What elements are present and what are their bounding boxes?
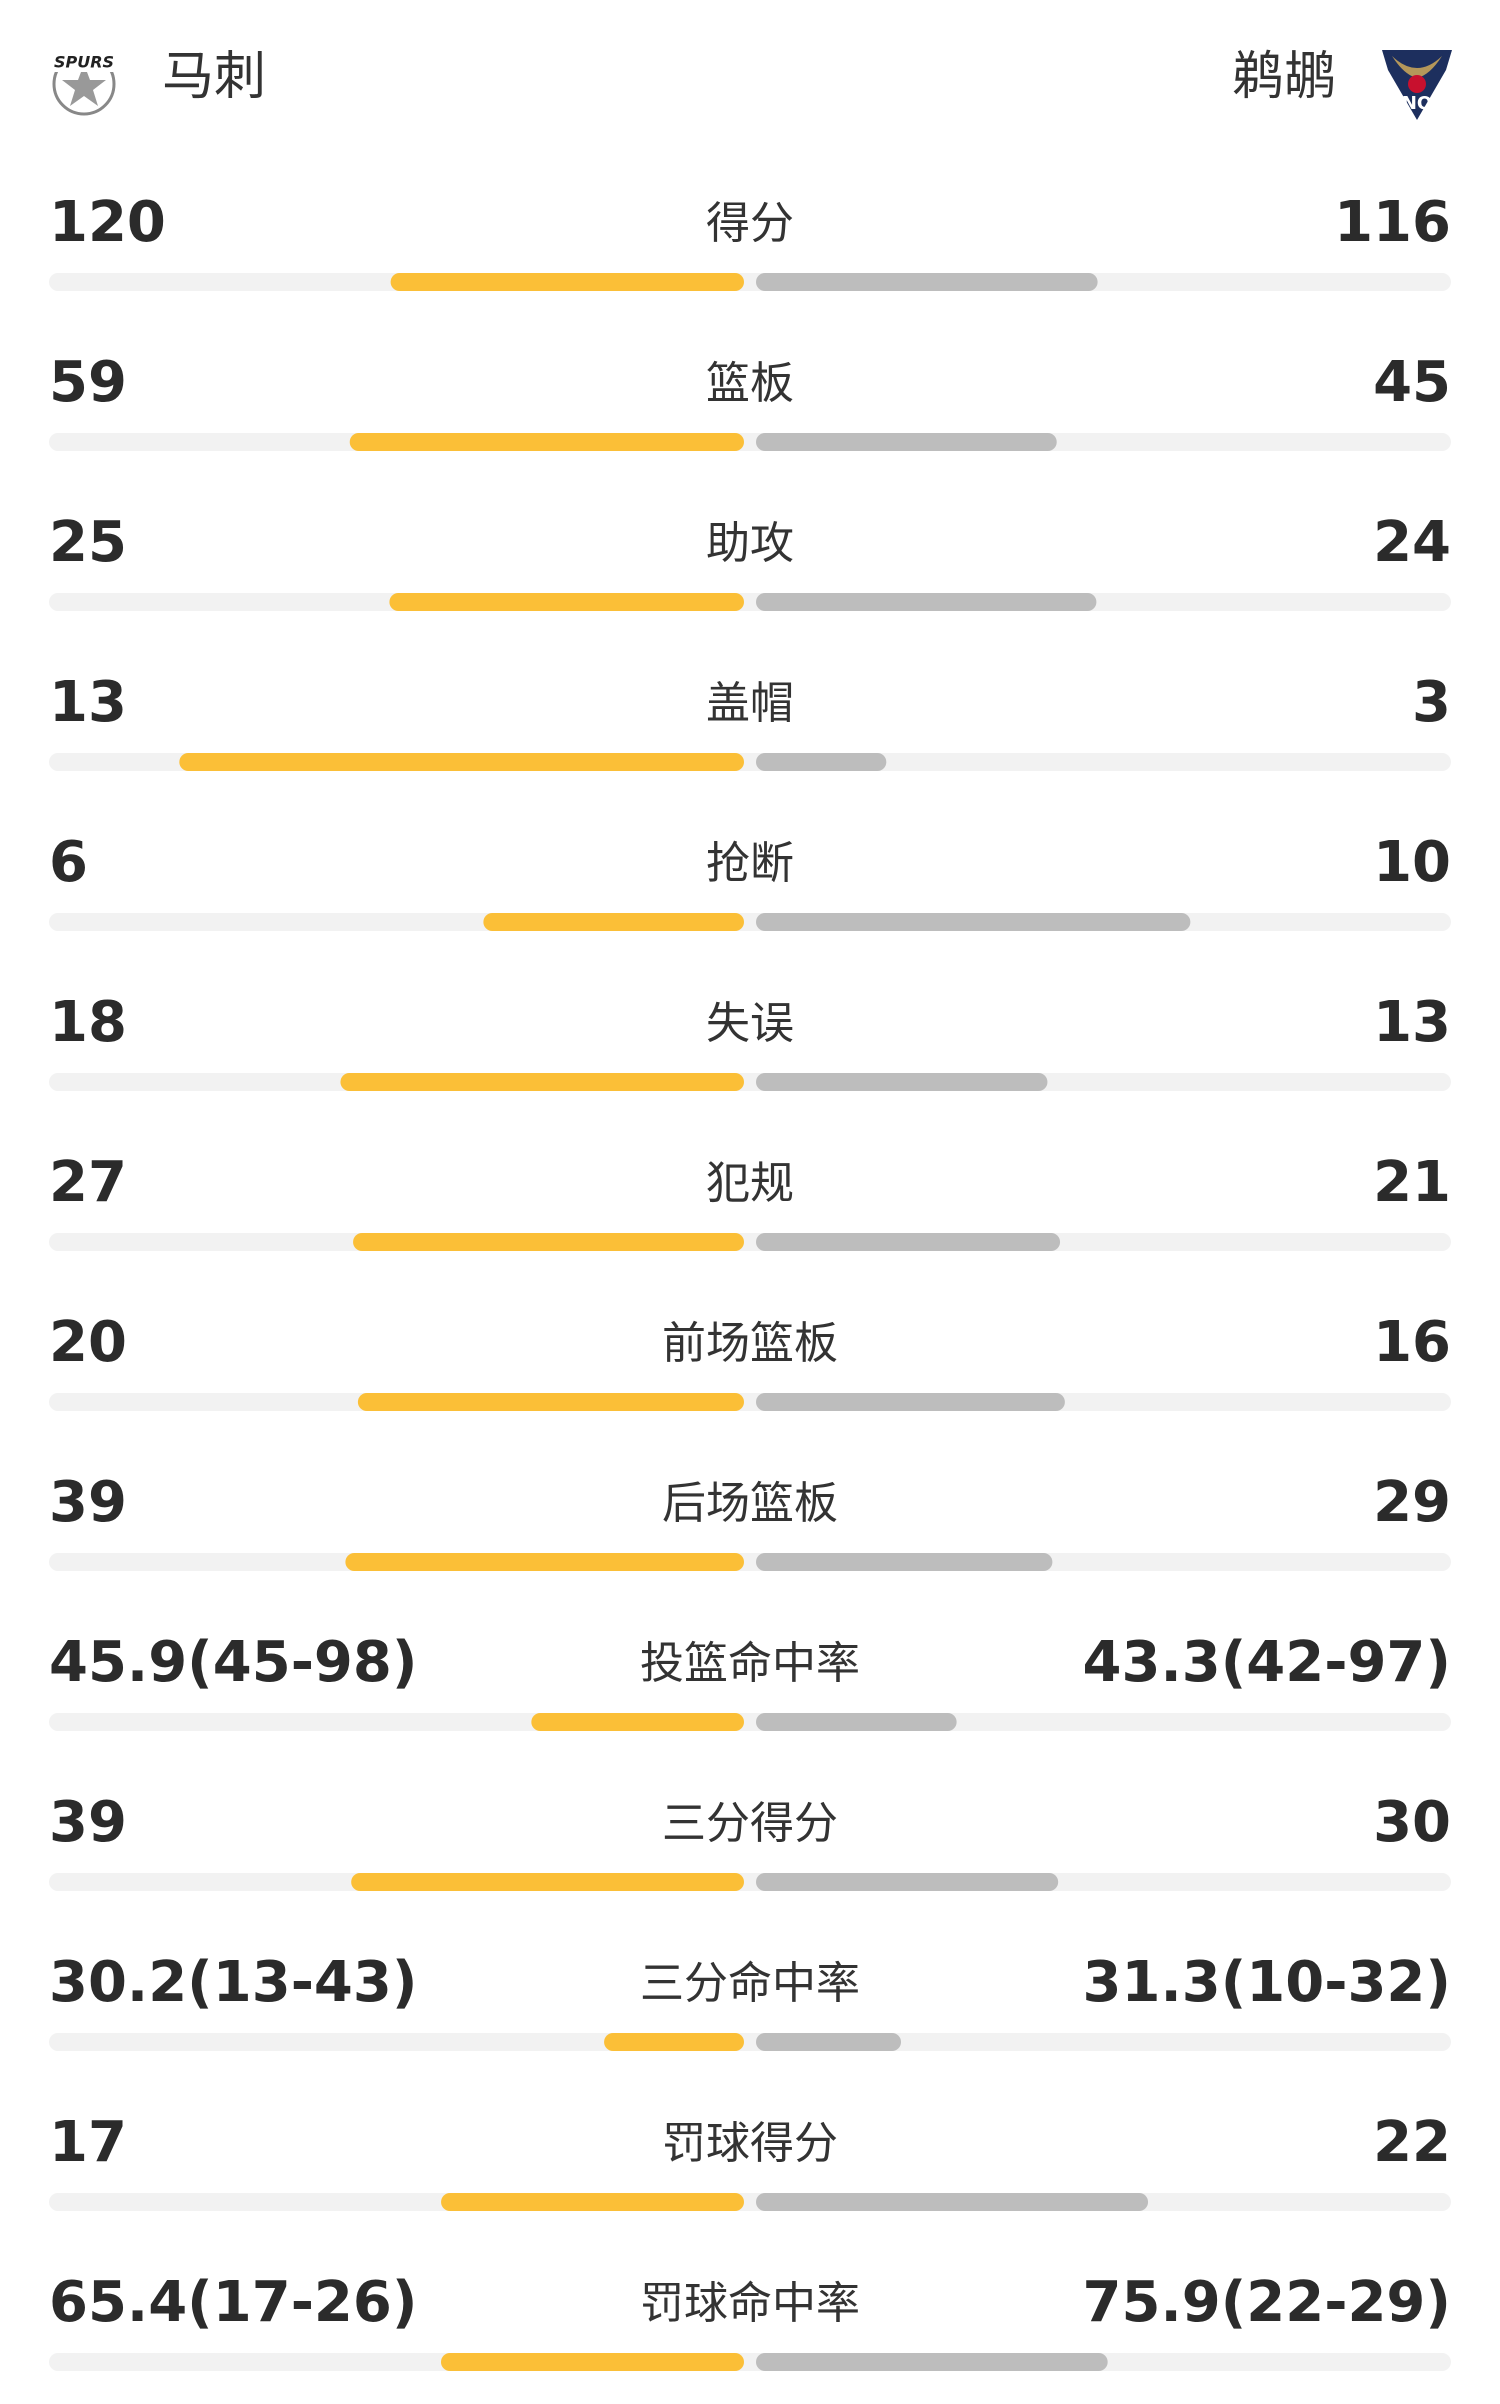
stat-label: 罚球得分 bbox=[662, 2118, 838, 2169]
bar-track bbox=[49, 1233, 1451, 1251]
home-bar bbox=[441, 2193, 744, 2211]
home-team: 马刺 bbox=[162, 47, 266, 107]
stat-label: 抢断 bbox=[706, 838, 794, 889]
bar-track bbox=[49, 433, 1451, 451]
stat-label: 前场篮板 bbox=[662, 1318, 838, 1369]
home-bar bbox=[351, 1873, 744, 1891]
home-logo: SPURS bbox=[52, 52, 116, 116]
away-bar bbox=[756, 1073, 1048, 1091]
home-value: 45.9(45-98) bbox=[49, 1630, 417, 1695]
home-bar bbox=[390, 273, 744, 291]
away-value: 13 bbox=[1373, 990, 1451, 1055]
home-value: 13 bbox=[49, 670, 127, 735]
home-value: 30.2(13-43) bbox=[49, 1950, 417, 2015]
away-value: 16 bbox=[1373, 1310, 1451, 1375]
home-value: 120 bbox=[49, 190, 166, 255]
home-bar bbox=[483, 913, 744, 931]
home-value: 6 bbox=[49, 830, 88, 895]
away-bar bbox=[756, 273, 1098, 291]
away-bar bbox=[756, 2193, 1149, 2211]
stat-label: 三分得分 bbox=[662, 1798, 838, 1849]
away-bar bbox=[756, 2033, 902, 2051]
home-bar bbox=[357, 1393, 744, 1411]
away-value: 43.3(42-97) bbox=[1083, 1630, 1451, 1695]
away-value: 75.9(22-29) bbox=[1083, 2270, 1451, 2335]
stat-label: 篮板 bbox=[706, 358, 794, 409]
bar-track bbox=[49, 593, 1451, 611]
away-value: 116 bbox=[1334, 190, 1451, 255]
stat-label: 罚球命中率 bbox=[640, 2278, 860, 2329]
stat-label: 投篮命中率 bbox=[640, 1638, 860, 1689]
home-value: 18 bbox=[49, 990, 127, 1055]
bar-track bbox=[49, 2193, 1451, 2211]
stat-label: 后场篮板 bbox=[662, 1478, 838, 1529]
away-value: 45 bbox=[1373, 350, 1451, 415]
away-value: 29 bbox=[1373, 1470, 1451, 1535]
away-bar bbox=[756, 2353, 1108, 2371]
bar-track bbox=[49, 2033, 1451, 2051]
stat-label: 助攻 bbox=[706, 518, 794, 569]
home-bar bbox=[340, 1073, 744, 1091]
away-bar bbox=[756, 1233, 1061, 1251]
away-value: 21 bbox=[1373, 1150, 1451, 1215]
bar-track bbox=[49, 913, 1451, 931]
home-bar bbox=[389, 593, 744, 611]
home-logo-text: SPURS bbox=[54, 53, 114, 72]
away-bar bbox=[756, 1873, 1059, 1891]
away-value: 22 bbox=[1373, 2110, 1451, 2175]
bar-track bbox=[49, 273, 1451, 291]
away-value: 31.3(10-32) bbox=[1083, 1950, 1451, 2015]
away-bar bbox=[756, 1713, 957, 1731]
away-value: 10 bbox=[1373, 830, 1451, 895]
home-value: 39 bbox=[49, 1470, 127, 1535]
away-value: 24 bbox=[1373, 510, 1451, 575]
away-logo-text: NO bbox=[1402, 93, 1432, 114]
home-bar bbox=[349, 433, 744, 451]
home-value: 39 bbox=[49, 1790, 127, 1855]
home-bar bbox=[353, 1233, 744, 1251]
home-bar bbox=[179, 753, 744, 771]
bar-track bbox=[49, 2353, 1451, 2371]
away-logo: NO bbox=[1382, 50, 1452, 120]
away-bar bbox=[756, 593, 1097, 611]
home-bar bbox=[345, 1553, 744, 1571]
stat-label: 得分 bbox=[706, 198, 794, 249]
bar-track bbox=[49, 1393, 1451, 1411]
home-bar bbox=[531, 1713, 744, 1731]
home-value: 27 bbox=[49, 1150, 127, 1215]
stat-label: 犯规 bbox=[706, 1158, 794, 1209]
away-value: 30 bbox=[1373, 1790, 1451, 1855]
bar-track bbox=[49, 1553, 1451, 1571]
bar-track bbox=[49, 1713, 1451, 1731]
away-value: 3 bbox=[1412, 670, 1451, 735]
away-bar bbox=[756, 1553, 1053, 1571]
bar-track bbox=[49, 1873, 1451, 1891]
away-bar bbox=[756, 913, 1191, 931]
home-value: 25 bbox=[49, 510, 127, 575]
stat-label: 失误 bbox=[706, 998, 794, 1049]
home-value: 65.4(17-26) bbox=[49, 2270, 417, 2335]
home-value: 20 bbox=[49, 1310, 127, 1375]
home-value: 17 bbox=[49, 2110, 127, 2175]
home-bar bbox=[440, 2353, 744, 2371]
away-bar bbox=[756, 1393, 1065, 1411]
stat-label: 三分命中率 bbox=[640, 1958, 860, 2009]
away-bar bbox=[756, 433, 1057, 451]
away-bar bbox=[756, 753, 887, 771]
home-value: 59 bbox=[49, 350, 127, 415]
home-bar bbox=[604, 2033, 744, 2051]
away-team: 鹈鹕 bbox=[1232, 47, 1336, 107]
bar-track bbox=[49, 1073, 1451, 1091]
stat-label: 盖帽 bbox=[706, 678, 794, 729]
